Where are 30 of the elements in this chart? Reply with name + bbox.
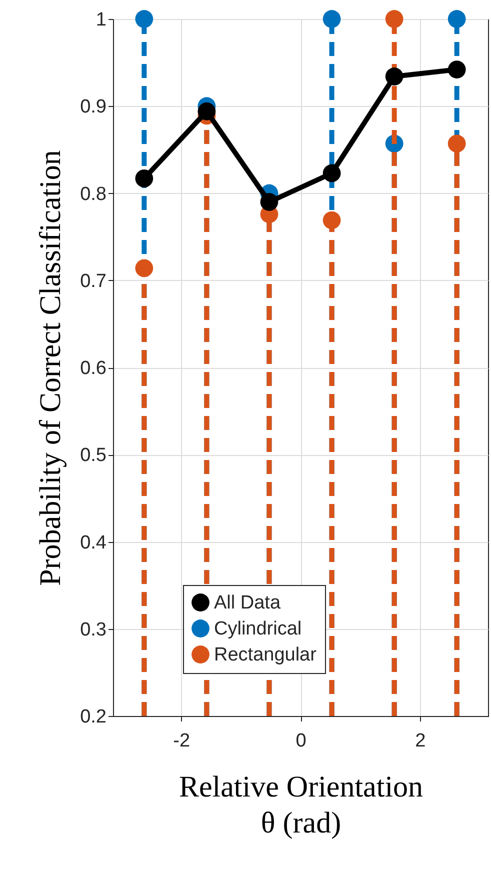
point xyxy=(322,211,341,230)
y-tick-label: 0.4 xyxy=(80,532,107,554)
y-tick-label: 0.5 xyxy=(80,445,106,466)
y-axis-title: Probability of Correct Classification xyxy=(34,150,68,586)
x-axis-title: Relative Orientation θ (rad) xyxy=(178,770,424,840)
x-tick-label: 2 xyxy=(415,730,426,752)
legend-label: All Data xyxy=(214,592,281,614)
point xyxy=(448,134,466,153)
point xyxy=(385,68,404,86)
y-tick-label: 1 xyxy=(96,10,106,30)
point xyxy=(135,10,154,28)
point xyxy=(135,259,154,278)
y-tick-label: 0.9 xyxy=(80,96,106,118)
point xyxy=(135,170,154,188)
legend-label: Cylindrical xyxy=(214,618,302,640)
point xyxy=(322,10,341,28)
y-tick-label: 0.6 xyxy=(80,358,106,379)
point xyxy=(448,60,466,78)
point xyxy=(448,10,466,28)
y-tick-label: 0.3 xyxy=(80,619,106,640)
point xyxy=(385,10,404,28)
point xyxy=(322,164,341,182)
y-tick-label: 0.7 xyxy=(80,270,106,292)
y-tick-label: 0.2 xyxy=(80,706,106,728)
x-tick-label: 0 xyxy=(296,730,306,752)
y-tick-label: 0.8 xyxy=(80,184,106,205)
point xyxy=(198,102,216,120)
point xyxy=(260,193,278,211)
legend-label: Rectangular xyxy=(214,644,318,666)
x-tick-label: -2 xyxy=(173,730,190,752)
